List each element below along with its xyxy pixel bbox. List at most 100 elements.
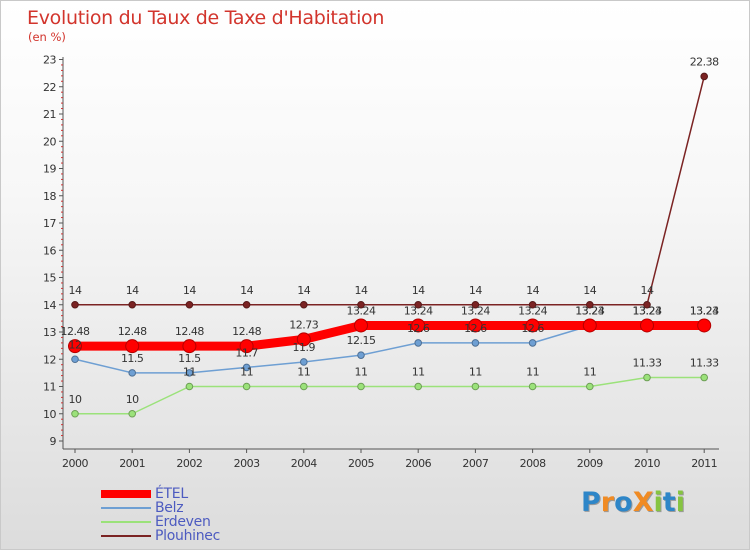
legend-swatch <box>101 490 151 498</box>
series-point-tel <box>182 339 197 354</box>
series-point-tel <box>468 318 483 333</box>
series-point-erdeven <box>128 409 136 418</box>
legend-swatch <box>101 507 151 509</box>
data-label-tel: 12.48 <box>61 325 90 338</box>
data-label-erdeven: 11 <box>183 366 196 379</box>
data-label-tel: 12.48 <box>118 325 147 338</box>
series-point-plouhinec <box>300 300 308 309</box>
series-point-tel <box>239 339 254 354</box>
y-tick-label: 14 <box>43 299 56 312</box>
data-label-erdeven: 11 <box>526 366 539 379</box>
data-label-plouhinec: 14 <box>126 284 139 297</box>
x-tick-label: 2011 <box>691 457 717 470</box>
y-tick-label: 19 <box>43 163 56 176</box>
data-label-erdeven: 11 <box>297 366 310 379</box>
series-point-tel <box>411 318 426 333</box>
y-tick-label: 9 <box>50 435 57 448</box>
y-tick-label: 13 <box>43 326 56 339</box>
data-label-erdeven: 11 <box>583 366 596 379</box>
data-label-tel: 13.24 <box>404 304 433 317</box>
series-point-erdeven <box>242 382 251 391</box>
legend-item: Plouhinec <box>101 528 301 544</box>
logo-letter: i <box>653 487 663 518</box>
x-tick-label: 2000 <box>62 457 88 470</box>
data-label-belz: 11.9 <box>293 341 316 354</box>
series-point-tel <box>125 339 140 354</box>
series-point-belz <box>185 369 194 377</box>
logo-letter: P <box>581 487 601 518</box>
data-label-erdeven: 11 <box>355 366 368 379</box>
series-line-plouhinec <box>74 75 705 306</box>
series-point-belz <box>128 369 136 377</box>
data-label-belz: 13.23 <box>633 305 662 318</box>
data-label-belz: 12.6 <box>521 322 544 335</box>
data-label-belz: 12.6 <box>464 322 487 335</box>
data-label-tel: 13.24 <box>690 304 719 317</box>
series-point-plouhinec <box>586 300 594 309</box>
legend-swatch <box>101 521 151 523</box>
series-point-plouhinec <box>185 300 194 309</box>
legend-item: Erdeven <box>101 514 301 530</box>
y-tick-label: 16 <box>43 244 56 257</box>
series-point-tel <box>640 318 654 333</box>
data-label-tel: 13.24 <box>575 304 604 317</box>
series-point-belz <box>471 339 480 347</box>
x-tick-label: 2003 <box>234 457 260 470</box>
series-point-plouhinec <box>128 300 136 309</box>
logo-letter: r <box>600 487 615 518</box>
data-label-belz: 12.15 <box>347 334 376 347</box>
series-point-belz <box>357 351 365 359</box>
data-label-plouhinec: 14 <box>69 284 82 297</box>
series-point-tel <box>525 318 540 333</box>
legend-label: Plouhinec <box>155 528 221 544</box>
data-label-plouhinec: 14 <box>240 284 253 297</box>
legend-label: ÉTEL <box>155 486 188 502</box>
logo-letter: X <box>632 487 654 518</box>
axes: 9 10 11 12 13 14 15 16 17 18 19 20 21 22 23 2000 2001 200… <box>43 54 719 470</box>
data-label-tel: 13.24 <box>461 304 490 317</box>
data-label-tel: 13.24 <box>518 304 547 317</box>
series-point-belz <box>242 363 251 372</box>
logo-letter: t <box>662 487 676 518</box>
y-tick-label: 23 <box>43 54 56 67</box>
series-point-belz <box>528 339 537 347</box>
data-label-tel: 12.48 <box>175 325 204 338</box>
y-tick-label: 21 <box>43 108 56 121</box>
series-point-tel <box>582 318 597 333</box>
data-label-erdeven: 11.33 <box>633 357 662 370</box>
series-point-plouhinec <box>471 300 480 309</box>
y-tick-label: 11 <box>43 381 56 394</box>
unit-label: (en %) <box>28 30 66 44</box>
data-label-plouhinec: 14 <box>469 284 482 297</box>
series-point-erdeven <box>185 382 194 391</box>
data-label-plouhinec: 14 <box>297 284 310 297</box>
series-point-erdeven <box>414 382 423 391</box>
data-label-belz: 11.7 <box>235 346 258 359</box>
data-label-plouhinec: 14 <box>412 284 425 297</box>
data-label-plouhinec: 14 <box>526 284 539 297</box>
series-point-plouhinec <box>528 300 537 309</box>
x-tick-label: 2010 <box>634 457 660 470</box>
chart-title: Evolution du Taux de Taxe d'Habitation <box>27 7 385 29</box>
series-point-tel <box>354 318 368 333</box>
series-point-plouhinec <box>700 72 709 81</box>
y-tick-label: 10 <box>43 408 56 421</box>
series-point-belz <box>300 358 308 366</box>
series-point-plouhinec <box>414 300 423 309</box>
data-label-plouhinec: 14 <box>641 284 654 297</box>
data-label-belz: 11.5 <box>178 352 201 365</box>
x-tick-label: 2001 <box>119 457 145 470</box>
data-label-belz: 13.23 <box>575 305 604 318</box>
data-label-tel: 13.24 <box>633 304 662 317</box>
y-tick-label: 18 <box>43 190 56 203</box>
data-label-plouhinec: 14 <box>355 284 368 297</box>
data-label-tel: 12.73 <box>289 318 318 331</box>
series-point-belz <box>71 355 79 364</box>
series-point-erdeven <box>471 382 480 391</box>
data-label-erdeven: 10 <box>126 393 139 406</box>
data-label-erdeven: 11 <box>469 366 482 379</box>
series-point-plouhinec <box>242 300 251 309</box>
series-point-plouhinec <box>71 300 79 309</box>
data-label-plouhinec: 14 <box>183 284 196 297</box>
